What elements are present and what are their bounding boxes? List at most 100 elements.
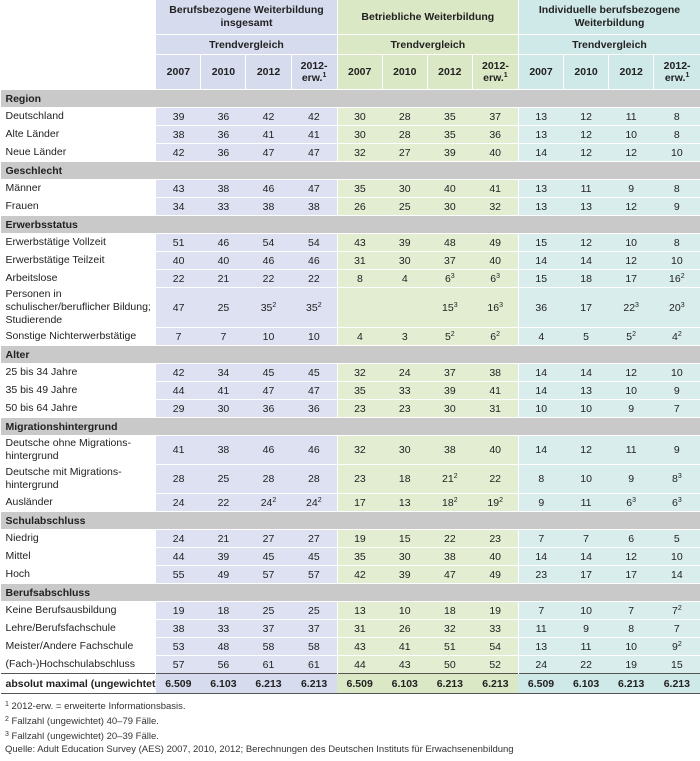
table-cell: 28 <box>382 107 428 126</box>
table-cell: 31 <box>336 251 383 270</box>
table-cell: 23 <box>336 399 383 418</box>
table-cell: 47 <box>155 287 201 328</box>
table-cell: 30 <box>200 399 246 418</box>
table-cell: 6 <box>608 529 654 548</box>
table-cell: 10 <box>608 125 654 144</box>
year-header: 2012 <box>608 54 654 90</box>
table-row: (Fach-)Hochschulabschluss 57 56 61 61 44 43 50 5… <box>0 655 700 674</box>
table-cell: 39 <box>155 107 201 126</box>
table-cell: 41 <box>382 637 428 656</box>
table-cell: 45 <box>245 363 292 382</box>
table-cell: 35 <box>336 547 383 566</box>
table-cell: 30 <box>336 107 383 126</box>
table-cell: 24 <box>155 529 201 548</box>
table-cell: 11 <box>608 107 654 126</box>
table-cell: 11 <box>563 179 609 198</box>
table-cell: 31 <box>472 399 519 418</box>
table-cell: 15 <box>517 233 564 252</box>
table-cell: 36 <box>245 399 292 418</box>
year-header: 2012 <box>426 54 473 90</box>
table-cell: 14 <box>517 435 564 465</box>
table-cell: 18 <box>427 601 473 620</box>
table-cell: 9 <box>517 493 564 512</box>
table-cell: 57 <box>155 655 201 674</box>
data-table: Berufsbezogene Weiterbildung insgesamt B… <box>0 0 700 694</box>
table-cell: 22 <box>472 464 519 494</box>
table-cell: 61 <box>291 655 338 674</box>
table-cell: 5 <box>653 529 700 548</box>
table-cell: 46 <box>200 233 246 252</box>
table-cell: 40 <box>472 251 519 270</box>
table-cell: 45 <box>291 363 338 382</box>
table-cell: 19 <box>472 601 519 620</box>
table-cell: 10 <box>608 233 654 252</box>
table-cell: 12 <box>608 197 654 216</box>
table-cell: 14 <box>517 251 564 270</box>
table-cell: 242 <box>291 493 338 512</box>
table-cell: 48 <box>200 637 246 656</box>
table-row: Frauen 34 33 38 38 26 25 30 32 13 13 12 9 <box>0 197 700 216</box>
header-blank <box>0 54 156 90</box>
table-cell: 15 <box>382 529 428 548</box>
table-cell: 10 <box>517 399 564 418</box>
table-cell: 12 <box>608 143 654 162</box>
table-cell: 4 <box>336 327 383 346</box>
table-cell: 8 <box>653 233 700 252</box>
table-cell: 26 <box>382 619 428 638</box>
section-title: Schulabschluss <box>0 511 700 530</box>
table-cell: 38 <box>472 363 519 382</box>
table-cell: 52 <box>472 655 519 674</box>
table-cell: 21 <box>200 269 246 288</box>
table-cell: 35 <box>336 381 383 400</box>
table-cell: 13 <box>336 601 383 620</box>
table-cell: 17 <box>563 287 609 328</box>
row-label: Hoch <box>0 565 156 584</box>
table-cell: 48 <box>427 233 473 252</box>
table-cell: 30 <box>382 251 428 270</box>
table-cell: 40 <box>472 547 519 566</box>
table-row: 35 bis 49 Jahre 44 41 47 47 35 33 39 41 14 13 10 9 <box>0 381 700 400</box>
table-body: Region Deutschland 39 36 42 42 30 28 35 37 13 12 11 8… <box>0 89 700 694</box>
footnote-2: 2 Fallzahl (ungewichtet) 40–79 Fälle. <box>5 716 159 727</box>
table-cell: 41 <box>472 381 519 400</box>
table-row: Männer 43 38 46 47 35 30 40 41 13 11 9 8 <box>0 179 700 198</box>
row-label: Frauen <box>0 197 156 216</box>
table-cell: 33 <box>472 619 519 638</box>
row-label: Keine Berufsausbildung <box>0 601 156 620</box>
table-cell: 22 <box>200 493 246 512</box>
table-cell: 39 <box>382 565 428 584</box>
table-cell: 4 <box>382 269 428 288</box>
table-cell: 22 <box>291 269 338 288</box>
table-cell: 15 <box>517 269 564 288</box>
table-cell: 21 <box>200 529 246 548</box>
table-cell: 7 <box>200 327 246 346</box>
table-cell: 212 <box>427 464 473 494</box>
row-label: Erwerbstätige Teilzeit <box>0 251 156 270</box>
table-cell: 13 <box>517 125 564 144</box>
table-cell: 32 <box>336 143 383 162</box>
table-cell: 352 <box>245 287 292 328</box>
table-cell: 36 <box>517 287 564 328</box>
table-cell: 54 <box>245 233 292 252</box>
table-cell: 39 <box>200 547 246 566</box>
table-cell: 51 <box>155 233 201 252</box>
table-cell: 44 <box>336 655 383 674</box>
table-cell: 41 <box>155 435 201 465</box>
table-cell: 9 <box>608 179 654 198</box>
table-row: Deutsche mit Migrations-hintergrund 28 25 2… <box>0 464 700 494</box>
table-cell: 47 <box>427 565 473 584</box>
total-cell: 6.103 <box>563 673 609 694</box>
table-cell: 12 <box>563 435 609 465</box>
table-cell: 53 <box>155 637 201 656</box>
row-label: Deutsche mit Migrations-hintergrund <box>0 464 156 494</box>
table-cell: 54 <box>291 233 338 252</box>
table-cell: 12 <box>608 363 654 382</box>
section-header-row: Erwerbsstatus <box>0 215 700 234</box>
table-cell: 25 <box>245 601 292 620</box>
table-cell: 47 <box>245 143 292 162</box>
source-note: Quelle: Adult Education Survey (AES) 200… <box>5 744 514 755</box>
table-cell: 9 <box>653 435 700 465</box>
table-cell: 37 <box>245 619 292 638</box>
table-cell: 25 <box>200 287 246 328</box>
table-cell: 14 <box>517 547 564 566</box>
